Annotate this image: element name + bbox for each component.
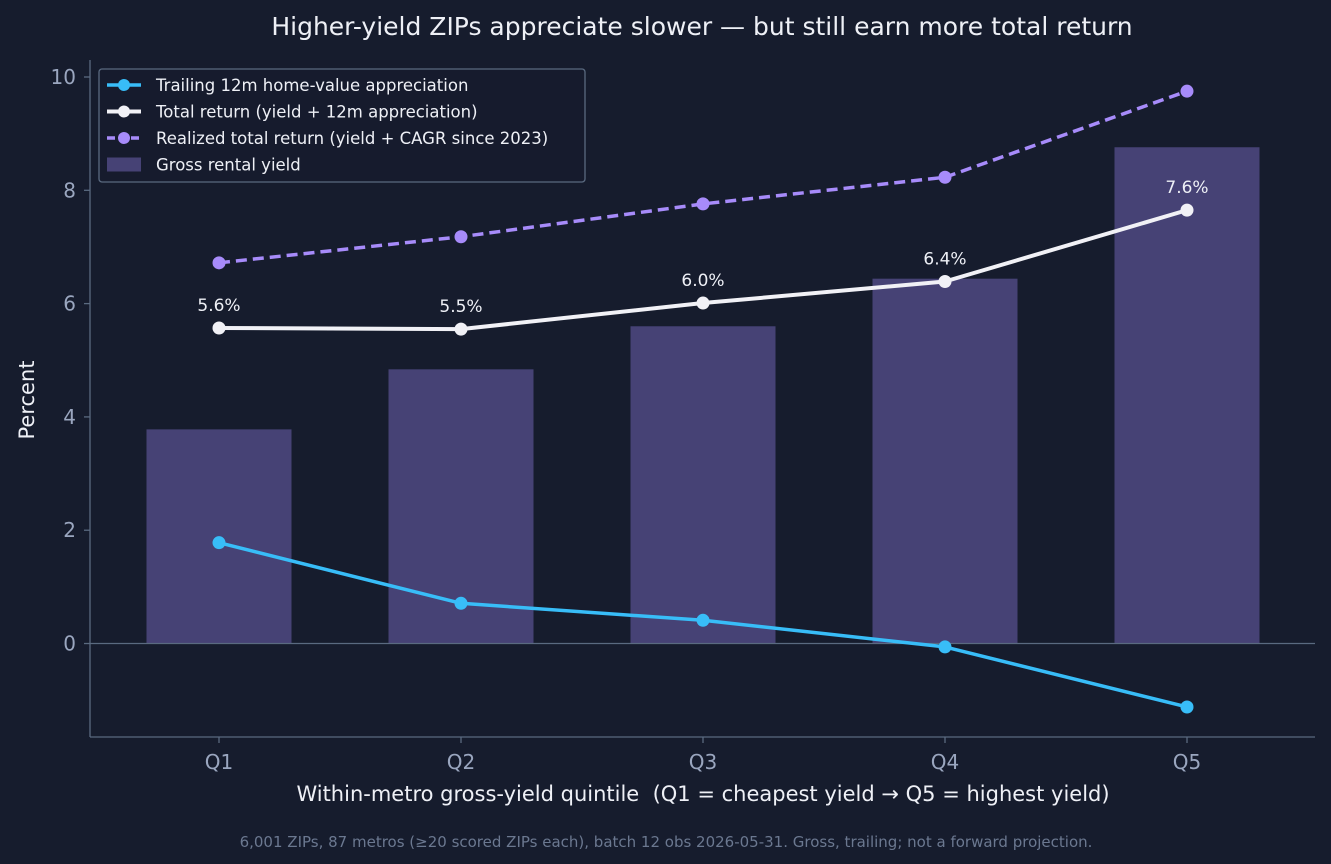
- series-2-point-q5: [1180, 203, 1194, 217]
- legend: Trailing 12m home-value appreciation Tota…: [98, 68, 586, 183]
- data-label-q5: 7.6%: [1165, 178, 1208, 198]
- legend-entry-label: Trailing 12m home-value appreciation: [155, 76, 468, 95]
- x-tick-label: Q1: [205, 750, 233, 774]
- series-2-point-q1: [212, 321, 226, 335]
- series-2-point-q2: [454, 322, 468, 336]
- plot-area: 0 2 4 6 8 10 Q1 Q2 Q3 Q4 Q5 5.6% 5.5% 6.0% 6.4% 7.6%: [51, 60, 1315, 774]
- data-label-q2: 5.5%: [439, 297, 482, 317]
- series-3-point-q2: [454, 230, 468, 244]
- series-3-point-q4: [938, 170, 952, 184]
- series-1-point-q2: [454, 596, 468, 610]
- series-line-3: [218, 89, 1188, 265]
- x-tick-label: Q4: [931, 750, 959, 774]
- legend-swatch-marker: [118, 79, 130, 91]
- y-tick-label: 0: [63, 632, 76, 656]
- series-1-point-q1: [212, 536, 226, 550]
- data-label-q3: 6.0%: [681, 271, 724, 291]
- x-axis-label: Within-metro gross-yield quintile (Q1 = …: [296, 782, 1109, 806]
- legend-entry-label: Gross rental yield: [156, 156, 301, 175]
- series-3-point-q1: [212, 256, 226, 270]
- legend-swatch-bar: [107, 157, 141, 172]
- legend-entry-label: Total return (yield + 12m appreciation): [155, 103, 478, 122]
- series-2-point-q4: [938, 275, 952, 289]
- legend-swatch-marker: [118, 105, 130, 118]
- series-1-point-q5: [1180, 700, 1194, 714]
- data-label-q1: 5.6%: [197, 296, 240, 316]
- x-tick-label: Q3: [689, 750, 717, 774]
- y-axis-label: Percent: [15, 360, 39, 439]
- series-2-point-q3: [696, 296, 710, 310]
- series-3-point-q3: [696, 197, 710, 211]
- y-tick-label: 4: [63, 405, 76, 429]
- chart-footnote: 6,001 ZIPs, 87 metros (≥20 scored ZIPs e…: [240, 833, 1093, 851]
- bar-q3: [630, 326, 776, 644]
- legend-swatch-marker: [118, 132, 130, 144]
- y-tick-label: 2: [63, 518, 76, 542]
- series-line-2: [218, 208, 1188, 332]
- bar-q5: [1114, 147, 1260, 644]
- legend-box: [98, 68, 586, 183]
- x-tick-label: Q2: [447, 750, 475, 774]
- bar-q4: [872, 278, 1018, 644]
- legend-entry-label: Realized total return (yield + CAGR sinc…: [156, 129, 548, 148]
- y-tick-label: 6: [63, 292, 76, 316]
- series-1-point-q3: [696, 613, 710, 627]
- y-tick-label: 10: [51, 65, 76, 89]
- y-tick-label: 8: [63, 178, 76, 202]
- x-tick-label: Q5: [1173, 750, 1201, 774]
- data-label-q4: 6.4%: [923, 250, 966, 270]
- series-1-point-q4: [938, 640, 952, 654]
- series-3-point-q5: [1180, 84, 1194, 98]
- chart-title: Higher-yield ZIPs appreciate slower — bu…: [271, 12, 1132, 41]
